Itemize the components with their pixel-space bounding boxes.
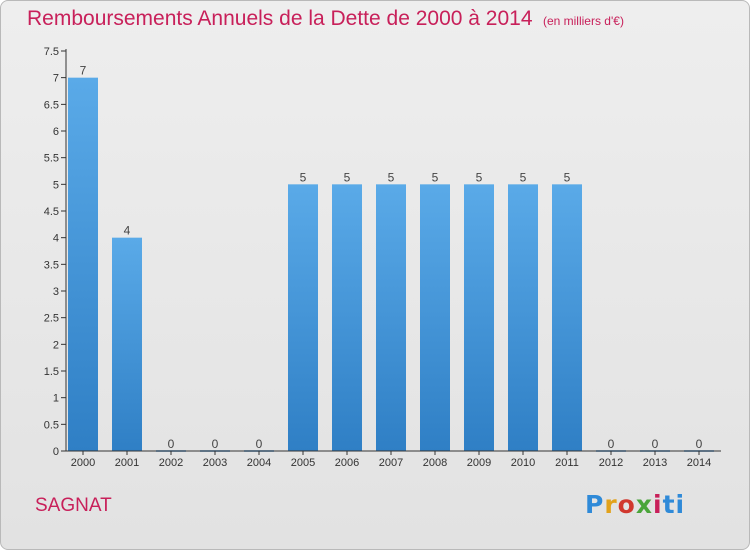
y-tick-label: 4.5 [44, 206, 59, 218]
bar [288, 184, 318, 452]
x-tick-label: 2009 [467, 457, 491, 469]
x-tick-label: 2002 [159, 457, 183, 469]
y-tick-label: 2.5 [44, 313, 59, 325]
logo-letter: P [585, 490, 605, 519]
data-label: 5 [476, 170, 483, 184]
y-tick-label: 1.5 [44, 366, 59, 378]
proxiti-logo: Proxiti [585, 490, 685, 519]
y-tick-label: 7 [53, 73, 59, 85]
bar [420, 184, 450, 452]
data-label: 5 [344, 170, 351, 184]
x-tick-label: 2008 [423, 457, 447, 469]
chart-title: Remboursements Annuels de la Dette de 20… [27, 7, 533, 30]
logo-letter: o [617, 490, 636, 519]
data-label: 0 [168, 437, 175, 451]
y-tick-label: 3.5 [44, 259, 59, 271]
bar [376, 184, 406, 452]
y-tick-label: 0 [53, 446, 59, 458]
x-tick-label: 2013 [643, 457, 667, 469]
y-tick-label: 3 [53, 286, 59, 298]
data-label: 5 [432, 170, 439, 184]
y-tick-label: 7.5 [44, 46, 59, 58]
x-tick-label: 2007 [379, 457, 403, 469]
y-tick-label: 5 [53, 179, 59, 191]
y-tick-label: 4 [53, 233, 59, 245]
bar [68, 77, 98, 452]
data-label: 5 [520, 170, 527, 184]
x-tick-label: 2014 [687, 457, 711, 469]
data-label: 0 [652, 437, 659, 451]
y-tick-label: 5.5 [44, 153, 59, 165]
logo-letter: x [635, 490, 653, 519]
x-tick-label: 2000 [71, 457, 95, 469]
data-label: 5 [564, 170, 571, 184]
bar [464, 184, 494, 452]
bar [508, 184, 538, 452]
chart-subtitle: (en milliers d'€) [542, 14, 624, 28]
x-tick-label: 2004 [247, 457, 271, 469]
logo-letter: r [604, 490, 618, 519]
data-label: 5 [388, 170, 395, 184]
chart-title-block: Remboursements Annuels de la Dette de 20… [27, 7, 624, 31]
x-tick-label: 2012 [599, 457, 623, 469]
bar [552, 184, 582, 452]
bar [112, 237, 142, 451]
y-tick-label: 6 [53, 126, 59, 138]
x-tick-label: 2011 [555, 457, 579, 469]
town-name: SAGNAT [35, 495, 112, 516]
data-label: 0 [256, 437, 263, 451]
logo-letter: ti [662, 490, 686, 519]
y-tick-label: 1 [53, 393, 59, 405]
x-tick-label: 2005 [291, 457, 315, 469]
x-tick-label: 2006 [335, 457, 359, 469]
bar [332, 184, 362, 452]
logo-letter: i [653, 490, 663, 519]
data-label: 5 [300, 170, 307, 184]
data-label: 4 [124, 224, 131, 238]
x-tick-label: 2001 [115, 457, 139, 469]
data-label: 0 [608, 437, 615, 451]
y-tick-label: 2 [53, 339, 59, 351]
y-tick-label: 6.5 [44, 99, 59, 111]
data-label: 0 [212, 437, 219, 451]
y-tick-label: 0.5 [44, 419, 59, 431]
data-label: 7 [80, 64, 87, 78]
x-tick-label: 2003 [203, 457, 227, 469]
data-label: 0 [696, 437, 703, 451]
x-tick-label: 2010 [511, 457, 535, 469]
